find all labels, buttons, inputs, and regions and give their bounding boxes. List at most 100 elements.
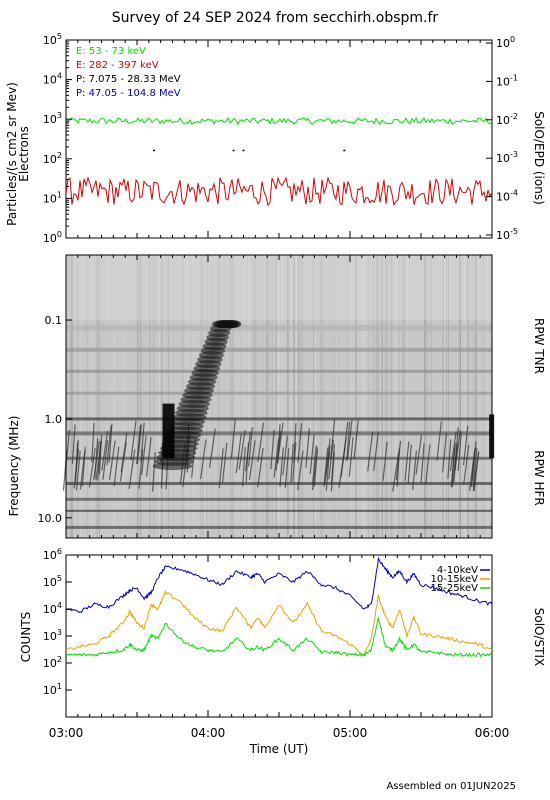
spectrogram-streak <box>386 255 388 538</box>
spectrogram-streak <box>332 255 334 538</box>
spectrogram-streak <box>232 255 234 538</box>
spectrogram-streak <box>66 255 68 538</box>
epd-series <box>65 116 493 207</box>
epd-legend-item: P: 7.075 - 28.33 MeV <box>76 74 181 85</box>
spectrogram-streak <box>363 255 365 538</box>
spectrogram-streak <box>229 255 231 538</box>
spectrogram-band <box>66 417 492 421</box>
spectrogram-streak <box>173 255 175 538</box>
epd-right-tick-label: 10-2 <box>496 112 518 127</box>
spectrogram-streak <box>377 255 379 538</box>
rpw-y-tick-label: 10.0 <box>38 512 63 525</box>
spectrogram-streak <box>355 255 357 538</box>
spectrogram-hfr-streak <box>330 452 335 492</box>
spectrogram-streak <box>159 255 161 538</box>
type-iii-burst-segment <box>224 320 242 329</box>
spectrogram-streak <box>237 255 239 538</box>
epd-legend-item: P: 47.05 - 104.8 MeV <box>76 88 181 99</box>
spectrogram-hfr-streak <box>462 425 469 466</box>
spectrogram-streak <box>347 255 349 538</box>
spectrogram-hfr-streak <box>346 419 353 460</box>
spectrogram-streak <box>252 255 254 538</box>
spectrogram-streak <box>124 255 125 538</box>
spectrogram-hfr-streak <box>108 423 113 463</box>
spectrogram-hfr-streak <box>273 437 280 478</box>
spectrogram-hfr-streak <box>130 420 137 461</box>
spectrogram-streak <box>458 255 460 538</box>
spectrogram-streak <box>97 255 99 538</box>
spectrogram-band <box>66 369 492 373</box>
spectrogram-streak <box>223 255 225 538</box>
spectrogram-streak <box>227 255 229 538</box>
rpw-y-ticks: 0.1 1.0 10.0 <box>38 314 72 525</box>
spectrogram-streak <box>426 255 428 538</box>
epd-right-ticks: 10-5 10-4 10-3 10-2 10-1 100 <box>486 35 518 242</box>
spectrogram-hfr-streak <box>311 445 317 485</box>
spectrogram-hfr-streak <box>449 431 457 472</box>
spectrogram-streak <box>320 255 322 538</box>
epd-series-line-0 <box>65 116 493 126</box>
spectrogram-band <box>66 497 492 501</box>
epd-proton-point <box>343 149 346 152</box>
spectrogram-streak <box>129 255 131 538</box>
spectrogram-streak <box>271 255 273 538</box>
spectrogram-hfr-streak <box>136 424 142 465</box>
rpw-right-label-tnr: RPW TNR <box>532 318 546 374</box>
type-iii-burst-core <box>162 403 175 459</box>
stix-series <box>65 556 493 658</box>
spectrogram-streak <box>160 255 162 538</box>
spectrogram-hfr-streak <box>407 444 412 484</box>
stix-y-tick-label: 103 <box>43 628 62 643</box>
spectrogram-streak <box>416 255 418 538</box>
spectrogram-streak <box>279 255 281 538</box>
spectrogram-streak <box>382 255 384 538</box>
stix-series-line-0 <box>65 556 493 614</box>
spectrogram-streak <box>95 255 97 538</box>
spectrogram-hfr-streak <box>313 447 319 487</box>
spectrogram-streak <box>465 255 467 538</box>
spectrogram-streak <box>352 255 354 538</box>
spectrogram-hfr-streak <box>238 430 246 470</box>
spectrogram-streak <box>408 255 410 538</box>
spectrogram-streak <box>335 255 337 538</box>
spectrogram-streak <box>288 255 289 538</box>
spectrogram-streak <box>334 255 336 538</box>
epd-right-tick-label: 10-3 <box>496 150 518 165</box>
epd-right-label: SolO/EPD (ions) <box>532 111 546 205</box>
spectrogram-streak <box>351 255 353 538</box>
rpw-spectrogram <box>62 255 495 538</box>
spectrogram-hfr-streak <box>290 443 294 484</box>
stix-y-tick-label: 102 <box>43 655 62 670</box>
spectrogram-streak <box>265 255 266 538</box>
spectrogram-streak <box>174 255 176 538</box>
spectrogram-hfr-streak <box>338 448 346 488</box>
spectrogram-hfr-streak <box>454 427 459 467</box>
spectrogram-band <box>66 324 492 331</box>
time-tick-label: 03:00 <box>49 726 84 740</box>
stix-legend-label: 4-10keV <box>437 565 478 576</box>
spectrogram-streak <box>423 255 425 538</box>
spectrogram-streak <box>261 255 263 538</box>
spectrogram-streak <box>445 255 447 538</box>
epd-legend: E: 53 - 73 keV E: 282 - 397 keV P: 7.075 -… <box>76 46 181 99</box>
spectrogram-hfr-streak <box>472 447 478 488</box>
spectrogram-hfr-streak <box>450 447 456 488</box>
epd-legend-item: E: 53 - 73 keV <box>76 46 146 57</box>
spectrogram-hfr-streak <box>309 434 315 475</box>
spectrogram-streak <box>372 255 373 538</box>
spectrogram-hfr-streak <box>91 422 95 463</box>
spectrogram-streak <box>447 255 449 538</box>
spectrogram-streak <box>402 255 404 538</box>
spectrogram-hfr-streak <box>88 448 96 488</box>
spectrogram-streak <box>103 255 105 538</box>
spectrogram-streak <box>249 255 251 538</box>
spectrogram-hfr-streak <box>257 422 265 463</box>
spectrogram-hfr-streak <box>412 450 418 491</box>
spectrogram-streak <box>403 255 405 538</box>
spectrogram-streak <box>301 255 303 538</box>
spectrogram-streak <box>218 255 220 538</box>
epd-proton-point <box>242 149 245 152</box>
epd-right-tick-label: 10-5 <box>496 227 518 242</box>
